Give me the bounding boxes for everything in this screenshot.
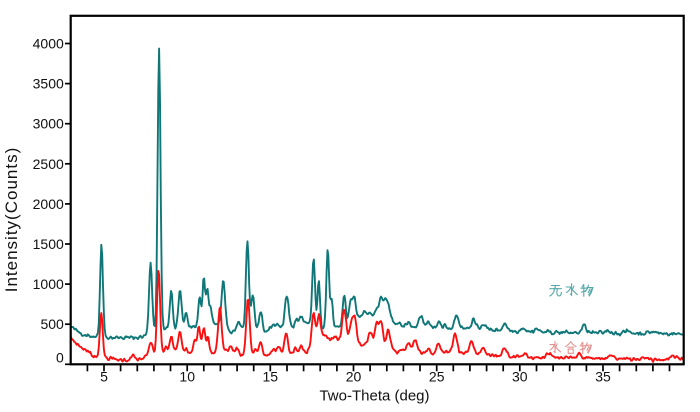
- svg-text:2500: 2500: [33, 156, 64, 172]
- svg-text:Intensity(Counts): Intensity(Counts): [2, 147, 21, 293]
- svg-text:1500: 1500: [33, 236, 64, 252]
- svg-text:5: 5: [100, 369, 108, 385]
- svg-text:2000: 2000: [33, 196, 64, 212]
- svg-text:35: 35: [595, 369, 611, 385]
- svg-text:500: 500: [40, 316, 64, 332]
- svg-text:0: 0: [56, 349, 64, 365]
- svg-text:4000: 4000: [33, 36, 64, 52]
- svg-text:3500: 3500: [33, 76, 64, 92]
- svg-text:20: 20: [346, 369, 362, 385]
- svg-text:3000: 3000: [33, 116, 64, 132]
- svg-text:15: 15: [263, 369, 279, 385]
- svg-text:25: 25: [429, 369, 445, 385]
- svg-text:Two-Theta (deg): Two-Theta (deg): [319, 388, 429, 405]
- svg-text:30: 30: [512, 369, 528, 385]
- svg-text:1000: 1000: [33, 276, 64, 292]
- svg-text:10: 10: [179, 369, 195, 385]
